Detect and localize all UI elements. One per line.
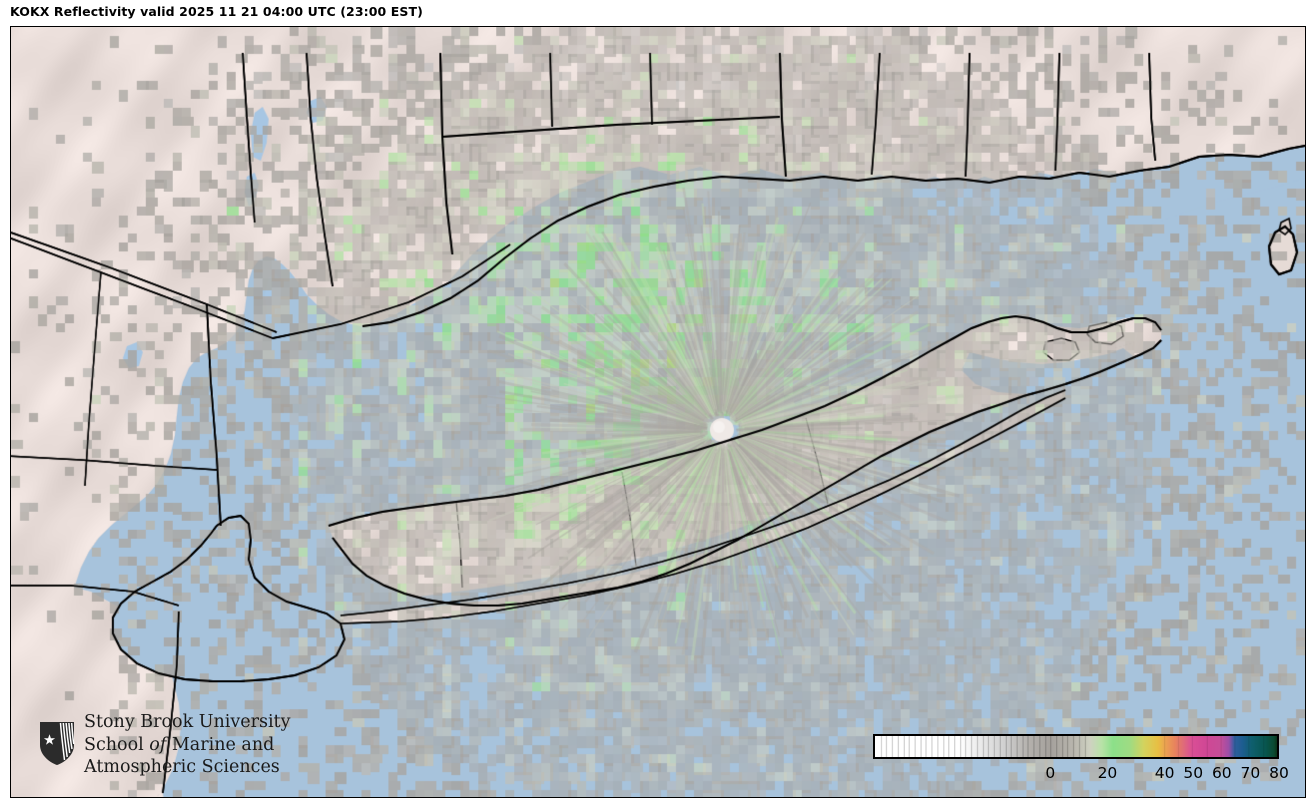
colorbar-box[interactable]	[873, 734, 1279, 759]
colorbar-gradient	[875, 736, 1277, 757]
page-title: KOKX Reflectivity valid 2025 11 21 04:00…	[10, 4, 423, 19]
colorbar-tick-60: 60	[1211, 764, 1232, 782]
colorbar-tick-40: 40	[1154, 764, 1175, 782]
colorbar-tick-50: 50	[1183, 764, 1204, 782]
colorbar-tick-labels: 0 20 40 50 60 70 80	[873, 759, 1289, 795]
colorbar-tick-70: 70	[1240, 764, 1261, 782]
radar-map-frame[interactable]: Stony Brook University School of Marine …	[10, 26, 1306, 798]
reflectivity-colorbar[interactable]: 0 20 40 50 60 70 80	[873, 734, 1293, 796]
colorbar-tick-0: 0	[1045, 764, 1056, 782]
colorbar-tick-80: 80	[1269, 764, 1289, 782]
colorbar-tick-20: 20	[1097, 764, 1118, 782]
title-bar: KOKX Reflectivity valid 2025 11 21 04:00…	[0, 0, 1316, 26]
radar-map-canvas[interactable]	[11, 27, 1305, 797]
